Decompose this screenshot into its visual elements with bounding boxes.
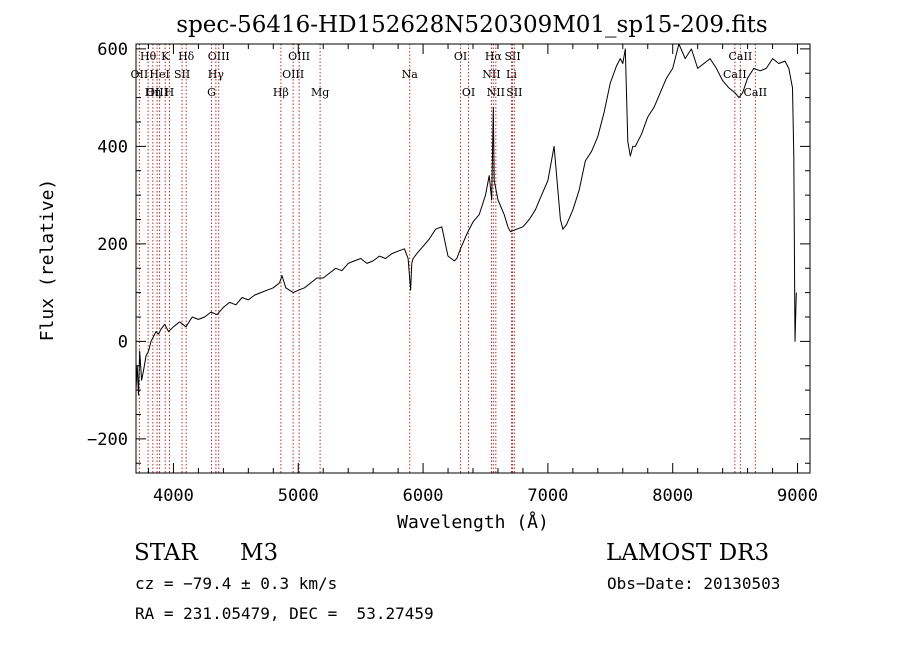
marker-label-4: HeI bbox=[149, 68, 169, 81]
marker-label-1: OII bbox=[131, 68, 149, 81]
marker-label-16: Na bbox=[402, 68, 419, 81]
spectrum-line bbox=[135, 43, 797, 396]
marker-label-26: CaII bbox=[729, 50, 753, 63]
line-markers: Hθ OII OIII K HeI Hη H Hδ SII OIII Hγ G Hβ OIII OIII Mg… bbox=[131, 44, 767, 473]
object-class: STAR bbox=[134, 540, 198, 566]
x-tick-label-1: 5000 bbox=[278, 486, 319, 506]
x-tick-label-3: 7000 bbox=[527, 486, 568, 506]
y-tick-label-4: 600 bbox=[97, 40, 128, 60]
y-tick-label-0: −200 bbox=[87, 430, 128, 450]
axis-ticks: 4000 5000 6000 7000 8000 9000 −200 0 200 400 600 bbox=[87, 40, 818, 506]
marker-label-22: Li bbox=[506, 68, 517, 81]
marker-label-24: SII bbox=[506, 86, 522, 99]
marker-label-2: OIII bbox=[146, 86, 168, 99]
obs-date: Obs−Date: 20130503 bbox=[607, 574, 781, 593]
marker-label-13: OIII bbox=[282, 68, 304, 81]
marker-label-21: NII bbox=[487, 86, 505, 99]
spectrum-series bbox=[135, 43, 797, 396]
marker-label-18: OI bbox=[462, 86, 475, 99]
plot-frame bbox=[135, 43, 811, 474]
marker-label-0: Hθ bbox=[140, 50, 157, 63]
marker-label-14: OIII bbox=[288, 50, 310, 63]
object-subclass: M3 bbox=[240, 540, 279, 566]
marker-label-6: H bbox=[165, 86, 175, 99]
marker-label-10: Hγ bbox=[208, 68, 225, 81]
x-tick-label-0: 4000 bbox=[153, 486, 194, 506]
y-tick-label-3: 400 bbox=[97, 137, 128, 157]
y-tick-label-1: 0 bbox=[118, 332, 128, 352]
marker-label-17: OI bbox=[454, 50, 467, 63]
x-tick-label-2: 6000 bbox=[403, 486, 444, 506]
marker-label-9: OIII bbox=[208, 50, 230, 63]
marker-label-7: Hδ bbox=[178, 50, 195, 63]
marker-label-20: Hα bbox=[485, 50, 503, 63]
coordinates: RA = 231.05479, DEC = 53.27459 bbox=[135, 604, 434, 623]
marker-label-8: SII bbox=[174, 68, 190, 81]
survey-name: LAMOST DR3 bbox=[606, 540, 770, 566]
marker-label-27: CaII bbox=[743, 86, 767, 99]
y-axis-label: Flux (relative) bbox=[37, 179, 58, 342]
x-axis-label: Wavelength (Å) bbox=[397, 511, 549, 533]
chart-title: spec-56416-HD152628N520309M01_sp15-209.f… bbox=[176, 12, 767, 38]
y-tick-label-2: 200 bbox=[97, 235, 128, 255]
marker-label-11: G bbox=[207, 86, 216, 99]
marker-label-23: SII bbox=[504, 50, 520, 63]
marker-label-12: Hβ bbox=[273, 86, 289, 99]
marker-label-15: Mg bbox=[311, 86, 329, 99]
marker-label-5: Hη bbox=[145, 86, 161, 99]
x-tick-label-4: 8000 bbox=[652, 486, 693, 506]
marker-label-3: K bbox=[161, 50, 170, 63]
marker-label-19: NII bbox=[482, 68, 500, 81]
marker-label-25: CaII bbox=[723, 68, 747, 81]
redshift-text: cz = −79.4 ± 0.3 km/s bbox=[135, 574, 338, 593]
x-tick-label-5: 9000 bbox=[777, 486, 818, 506]
